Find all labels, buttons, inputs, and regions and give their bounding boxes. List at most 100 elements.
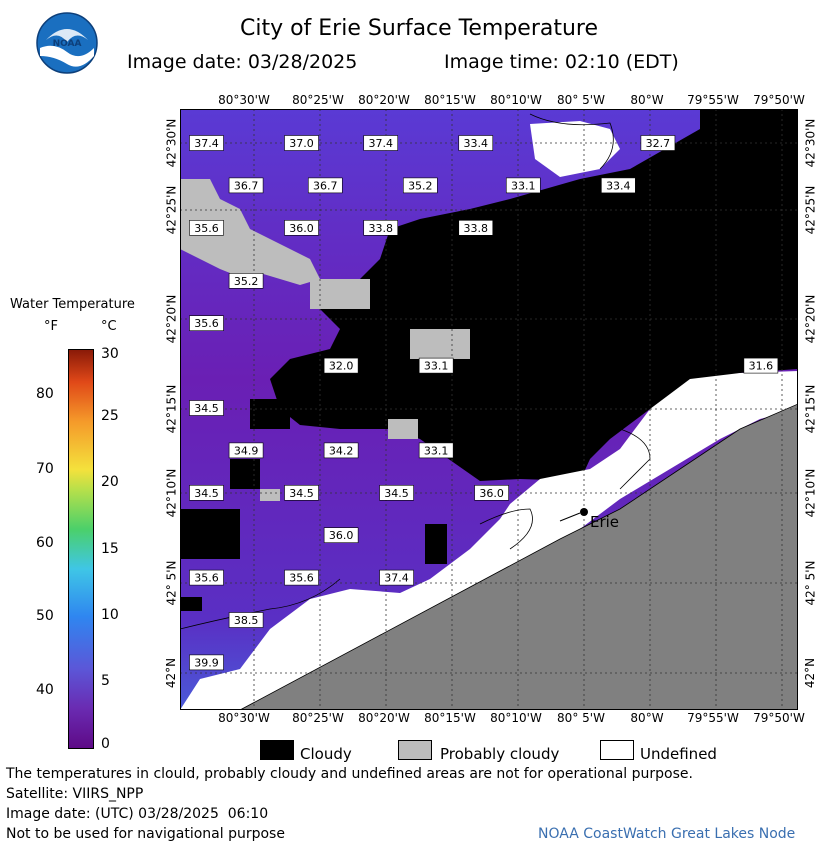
- temperature-label-box: [505, 177, 541, 194]
- temperature-label-box: [403, 177, 438, 194]
- temperature-label: 36.0: [329, 529, 354, 542]
- lon-label-bottom: 79°55'W: [687, 711, 739, 725]
- lat-label-left: 42°N: [164, 657, 178, 689]
- lon-label-top: 80°30'W: [218, 93, 270, 107]
- noaa-logo: NOAA: [36, 12, 98, 74]
- c-tick: 5: [101, 673, 110, 689]
- undefined-swatch: [600, 740, 634, 760]
- lat-label-left: 42° 5'N: [164, 560, 178, 606]
- temperature-map: Erie 37.4 37.0 37.4 33.4 32.7 36.7 36.7 35.2 33.…: [180, 109, 798, 710]
- lon-label-top: 80°15'W: [424, 93, 476, 107]
- temperature-label-box: [743, 357, 779, 374]
- temperature-label-box: [189, 315, 224, 331]
- lat-label-right: 42°25'N: [803, 185, 818, 235]
- temperature-label: 37.4: [368, 137, 393, 150]
- land-area: [239, 403, 798, 710]
- contour-line: [529, 113, 614, 170]
- temperature-label: 35.2: [234, 275, 259, 288]
- temperature-label-box: [307, 177, 343, 194]
- temperature-label: 35.6: [194, 572, 219, 585]
- city-label: Erie: [590, 513, 619, 531]
- temperature-label-box: [323, 527, 359, 544]
- unit-celsius: °C: [101, 319, 117, 334]
- temperature-label: 34.9: [234, 444, 259, 457]
- contour-line: [180, 578, 341, 630]
- temperature-label: 34.5: [194, 487, 219, 500]
- temperature-label-box: [189, 654, 224, 671]
- lon-label-bottom: 80°20'W: [358, 711, 410, 725]
- cloudy-swatch: [260, 740, 294, 760]
- temperature-label: 35.6: [194, 222, 219, 235]
- lon-label-top: 79°50'W: [753, 93, 805, 107]
- image-time: Image time: 02:10 (EDT): [444, 51, 679, 73]
- temperature-label-box: [284, 569, 319, 586]
- temperature-label-box: [323, 357, 359, 374]
- legend-title: Water Temperature: [10, 297, 135, 312]
- probably-cloudy-patch: [388, 419, 418, 439]
- unit-fahrenheit: °F: [44, 319, 58, 334]
- temperature-label-box: [284, 484, 319, 501]
- temperature-label-box: [189, 135, 224, 151]
- cloud-patch: [230, 459, 260, 489]
- lon-label-top: 80° 5'W: [557, 93, 605, 107]
- c-tick: 20: [101, 474, 119, 490]
- temperature-label: 38.5: [234, 614, 259, 627]
- temperature-label: 33.1: [511, 179, 536, 192]
- satellite: Satellite: VIIRS_NPP: [6, 786, 144, 802]
- cloud-region: [270, 109, 798, 481]
- f-tick: 80: [36, 386, 54, 402]
- probably-cloudy-patch: [410, 329, 470, 359]
- temperature-label-box: [379, 484, 414, 501]
- lon-label-top: 80°W: [630, 93, 664, 107]
- temperature-label: 36.0: [479, 487, 504, 500]
- temperature-label-box: [189, 220, 224, 236]
- temperature-label: 35.6: [194, 317, 219, 330]
- temperature-colorbar: [68, 349, 94, 749]
- temperature-label-box: [474, 484, 509, 501]
- temperature-label-box: [418, 357, 454, 374]
- disclaimer: The temperatures in clould, probably clo…: [6, 766, 693, 782]
- undefined-region-top: [530, 121, 620, 177]
- undefined-region-shore: [180, 371, 798, 710]
- utc-date: Image date: (UTC) 03/28/2025 06:10: [6, 806, 269, 822]
- cloud-patch: [250, 399, 290, 429]
- lon-label-bottom: 80°15'W: [424, 711, 476, 725]
- temperature-labels: 37.4 37.0 37.4 33.4 32.7 36.7 36.7 35.2 33.1 33.4…: [189, 135, 779, 671]
- lat-label-left: 42°20'N: [164, 294, 179, 344]
- lat-label-left: 42°25'N: [164, 185, 179, 235]
- lon-label-bottom: 80°30'W: [218, 711, 270, 725]
- temperature-label-box: [228, 273, 264, 289]
- temperature-label-box: [189, 400, 224, 416]
- temperature-label: 32.0: [329, 360, 354, 373]
- navigation-warning: Not to be used for navigational purpose: [6, 826, 285, 842]
- c-tick: 10: [101, 607, 119, 623]
- probably-cloudy-label: Probably cloudy: [440, 745, 560, 763]
- cloud-patch: [180, 597, 202, 611]
- coastwatch-node-link[interactable]: NOAA CoastWatch Great Lakes Node: [538, 826, 796, 842]
- erie-city-marker: [580, 508, 588, 516]
- f-tick: 60: [36, 535, 54, 551]
- temperature-label: 34.5: [289, 487, 314, 500]
- temperature-label-box: [189, 484, 224, 501]
- graticule: [180, 109, 798, 710]
- temperature-label-box: [363, 220, 399, 236]
- temperature-label: 33.4: [464, 137, 489, 150]
- temperature-label: 32.7: [646, 137, 671, 150]
- temperature-label-box: [228, 442, 264, 459]
- lon-label-top: 79°55'W: [687, 93, 739, 107]
- temperature-label: 36.7: [313, 179, 338, 192]
- c-tick: 25: [101, 408, 119, 424]
- map-border: [180, 109, 798, 710]
- temperature-label-box: [418, 442, 454, 459]
- lon-label-top: 80°10'W: [490, 93, 542, 107]
- lon-label-top: 80°20'W: [358, 93, 410, 107]
- page-title: City of Erie Surface Temperature: [239, 16, 599, 41]
- probably-cloudy-patch: [310, 279, 370, 309]
- lon-label-bottom: 79°50'W: [753, 711, 805, 725]
- temperature-label-box: [189, 569, 224, 586]
- temperature-label: 36.0: [289, 222, 314, 235]
- undefined-label: Undefined: [640, 745, 717, 763]
- temperature-label: 36.7: [234, 179, 259, 192]
- temperature-label: 33.8: [368, 222, 393, 235]
- temperature-label: 39.9: [194, 656, 219, 669]
